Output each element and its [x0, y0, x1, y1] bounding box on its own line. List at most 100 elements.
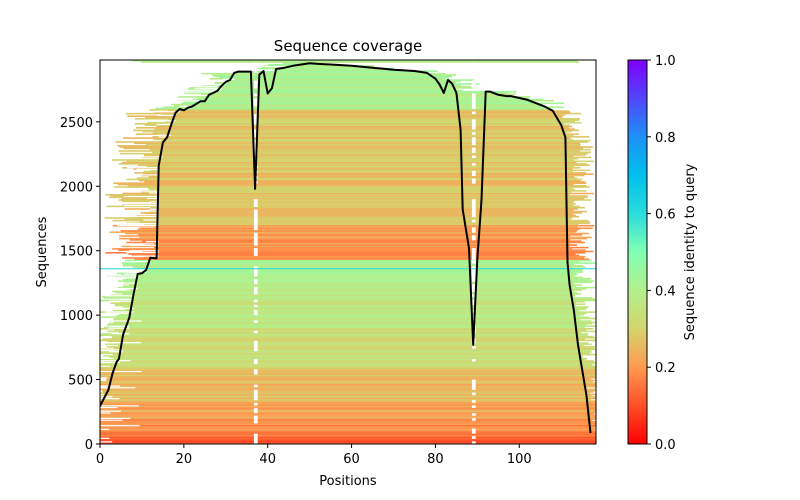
sequence-row: [105, 194, 570, 196]
sequence-row: [214, 83, 480, 85]
sequence-row: [146, 268, 583, 271]
gap-segment: [253, 271, 258, 274]
sequence-row: [121, 197, 585, 200]
gap-segment: [471, 276, 476, 280]
sequence-row: [121, 245, 570, 248]
sequence-row: [117, 286, 596, 289]
sequence-row: [117, 145, 581, 147]
gap-segment: [253, 436, 258, 439]
sequence-row: [153, 132, 567, 134]
sequence-row: [145, 143, 581, 146]
edge-gap: [100, 370, 142, 373]
sequence-row: [187, 88, 457, 90]
sequence-row: [147, 121, 582, 124]
gap-segment: [253, 384, 258, 388]
edge-gap: [170, 94, 209, 97]
sequence-row: [118, 249, 586, 251]
sequence-row: [139, 270, 582, 272]
edge-gap: [147, 197, 159, 199]
sequence-row: [100, 406, 596, 409]
sequence-row: [132, 215, 580, 218]
sequence-row: [100, 400, 596, 402]
sequence-row: [114, 329, 586, 331]
sequence-row: [283, 62, 320, 65]
sequence-row: [129, 239, 571, 241]
gap-segment: [471, 214, 476, 218]
plot-area: [100, 60, 596, 444]
sequence-row: [193, 98, 544, 101]
sequence-row: [189, 87, 473, 89]
gap-segment: [253, 224, 258, 228]
sequence-row: [168, 119, 580, 121]
gap-segment: [253, 299, 258, 303]
gap-segment: [253, 438, 258, 442]
sequence-row: [194, 89, 463, 92]
edge-gap: [157, 134, 172, 136]
sequence-row: [100, 328, 594, 330]
sequence-row: [100, 422, 596, 424]
sequence-row: [100, 433, 596, 436]
sequence-row: [128, 253, 576, 255]
sequence-row: [135, 133, 580, 135]
sequence-row: [100, 431, 596, 433]
edge-gap: [100, 342, 142, 344]
edge-gap: [179, 105, 193, 107]
gap-segment: [471, 155, 476, 158]
gap-segment: [471, 268, 476, 272]
sequence-row: [121, 325, 596, 327]
sequence-row: [111, 159, 575, 161]
sequence-row: [101, 316, 590, 318]
sequence-row: [144, 181, 586, 183]
colorbar-tick-label: 0.6: [655, 208, 676, 223]
sequence-row: [141, 191, 572, 193]
edge-gap: [223, 78, 235, 80]
sequence-row: [132, 254, 580, 257]
sequence-row: [144, 223, 579, 226]
sequence-row: [178, 96, 531, 98]
sequence-row: [154, 128, 575, 130]
y-axis-label: Sequences: [35, 216, 50, 287]
gap-segment: [253, 415, 258, 419]
sequence-row: [100, 366, 596, 369]
gap-segment: [471, 121, 476, 125]
sequence-row: [102, 389, 596, 392]
edge-gap: [108, 300, 134, 302]
sequence-row: [141, 61, 579, 63]
sequence-row: [129, 289, 582, 291]
gap-segment: [471, 431, 476, 434]
edge-gap: [124, 273, 138, 275]
gap-segment: [253, 240, 258, 243]
sequence-row: [103, 297, 593, 299]
sequence-row: [152, 136, 590, 138]
gap-segment: [253, 289, 258, 292]
sequence-row: [162, 134, 574, 137]
sequence-row: [140, 190, 587, 192]
sequence-row: [143, 154, 586, 156]
gap-segment: [471, 137, 476, 140]
sequence-row: [100, 396, 596, 398]
gap-segment: [253, 402, 258, 406]
edge-gap: [120, 298, 134, 300]
gap-segment: [253, 359, 258, 362]
sequence-row: [100, 440, 596, 442]
sequence-row: [201, 72, 446, 75]
sequence-row: [115, 276, 583, 279]
gap-segment: [471, 413, 476, 416]
sequence-row: [100, 427, 595, 429]
sequence-row: [106, 346, 595, 348]
x-axis-label: Positions: [319, 474, 377, 489]
sequence-row: [122, 262, 596, 264]
sequence-row: [110, 365, 596, 367]
sequence-row: [103, 387, 587, 389]
gap-segment: [253, 237, 258, 241]
sequence-row: [113, 317, 596, 320]
gap-segment: [253, 243, 258, 246]
sequence-row: [146, 165, 575, 168]
sequence-row: [100, 429, 595, 432]
sequence-row: [108, 196, 588, 199]
sequence-row: [101, 295, 575, 298]
gap-segment: [253, 392, 258, 396]
edge-gap: [130, 156, 163, 158]
sequence-row: [112, 224, 595, 227]
gap-segment: [253, 433, 258, 437]
